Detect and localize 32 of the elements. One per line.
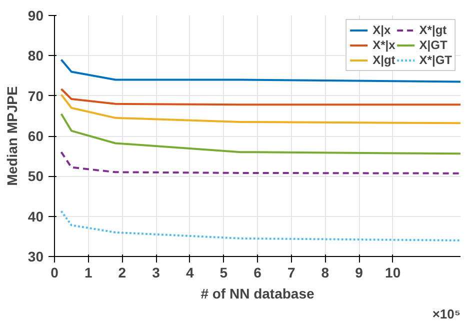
legend-label: X|GT	[419, 38, 448, 52]
x-tick-label: 0	[50, 264, 59, 280]
line-series	[60, 151, 460, 174]
line-series	[60, 210, 460, 242]
x-tick-label: 1	[84, 264, 92, 280]
legend-label: X*|gt	[419, 23, 447, 37]
x-tick-label: 2	[118, 264, 126, 280]
x-tick-label: 3	[152, 264, 160, 280]
x-tick-label: 5	[220, 264, 228, 280]
line-series	[60, 112, 460, 155]
x-tick-label: 10	[385, 264, 401, 280]
legend-label: X|gt	[372, 53, 396, 67]
text: ×10⁵	[432, 306, 461, 321]
y-tick-label: 40	[28, 208, 44, 224]
x-tick-label: 7	[287, 264, 296, 280]
legend-label: X|x	[372, 23, 392, 37]
x-tick-label: 6	[254, 264, 262, 280]
x-tick-label: 9	[355, 264, 364, 280]
y-axis-title: Median MPJPE	[4, 86, 20, 186]
y-tick-label: 30	[28, 248, 44, 264]
y-tick-label: 60	[28, 128, 44, 144]
line-series	[60, 88, 460, 106]
line-series	[60, 94, 460, 124]
y-tick-label: 50	[28, 168, 44, 184]
legend-label: X*|GT	[419, 53, 452, 67]
y-tick-label: 70	[28, 88, 44, 104]
y-tick-label: 80	[28, 48, 44, 64]
x-axis-title: # of NN database	[200, 286, 315, 302]
y-tick-label: 90	[28, 8, 44, 24]
x-tick-label: 8	[321, 264, 330, 280]
legend-label: X*|x	[372, 38, 396, 52]
x-tick-label: 4	[186, 264, 194, 280]
